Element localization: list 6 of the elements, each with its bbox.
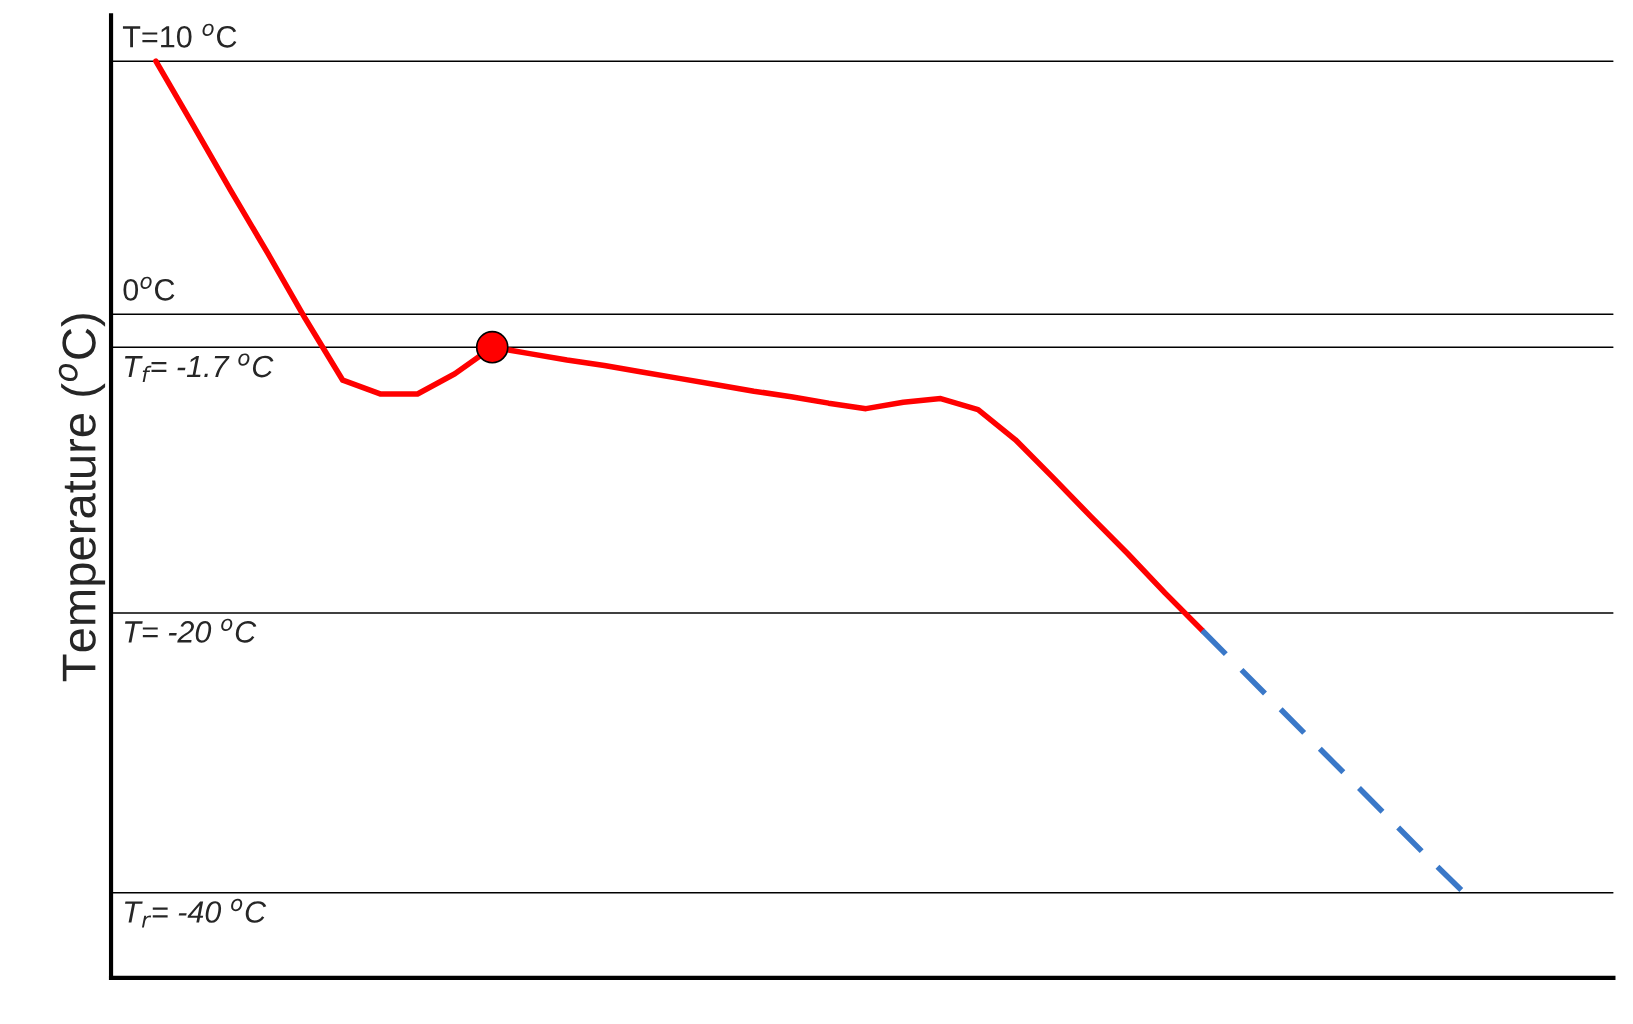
annotation: T$_{f}$= -1.7 $^{o}$C	[125, 353, 274, 383]
annotation: T= -20 $^{o}$C	[125, 618, 257, 643]
annotation: 0$^{o}$C	[123, 276, 175, 301]
y-axis-title: Temperature ($^{o}$C)	[58, 314, 106, 682]
annotation: T$_{r}$= -40 $^{o}$C	[125, 898, 267, 928]
text: T=10 $^{o}$C	[122, 23, 237, 48]
